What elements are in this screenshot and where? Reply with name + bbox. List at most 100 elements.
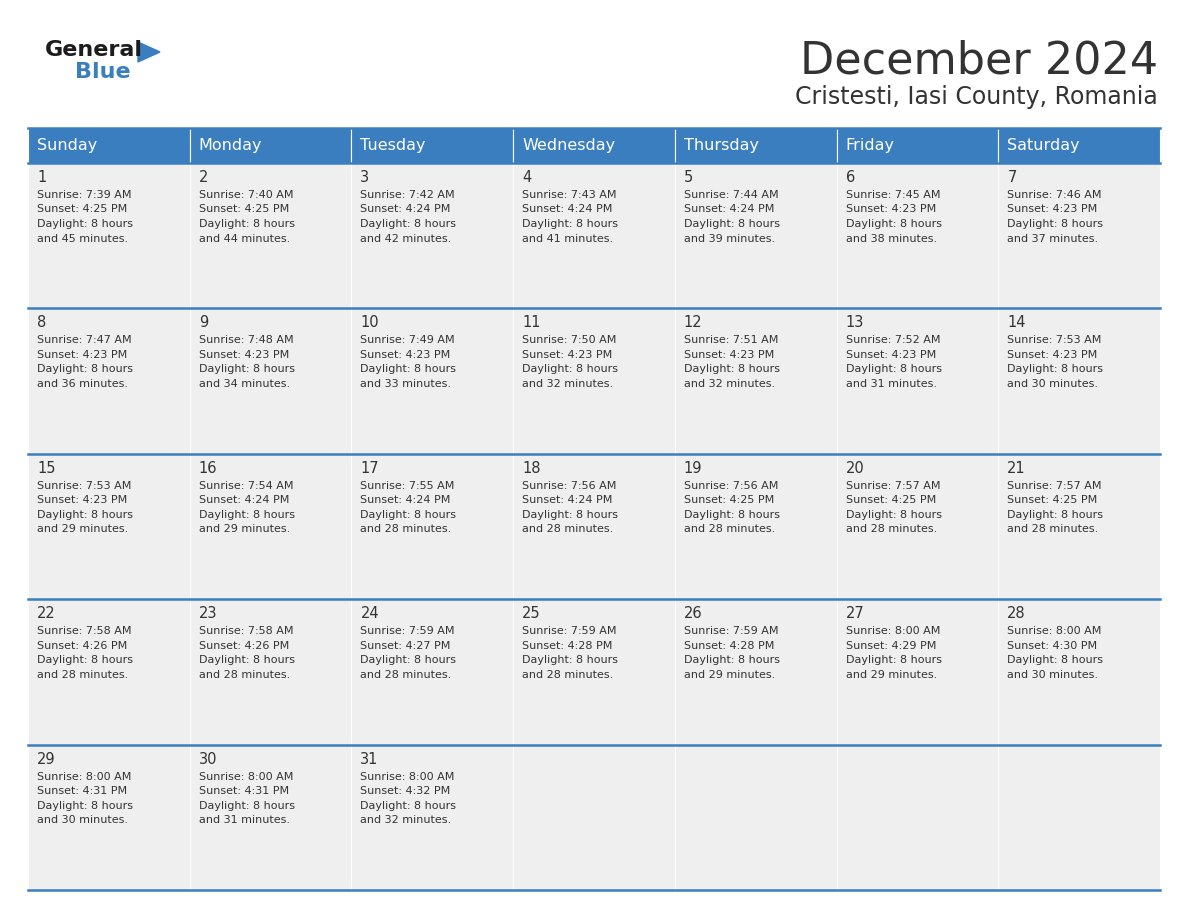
Text: Daylight: 8 hours: Daylight: 8 hours [684,364,779,375]
Text: Sunset: 4:23 PM: Sunset: 4:23 PM [1007,350,1098,360]
Text: Daylight: 8 hours: Daylight: 8 hours [37,219,133,229]
Text: Sunset: 4:32 PM: Sunset: 4:32 PM [360,786,450,796]
Text: Daylight: 8 hours: Daylight: 8 hours [360,364,456,375]
Text: Daylight: 8 hours: Daylight: 8 hours [684,655,779,666]
Text: 23: 23 [198,606,217,621]
Text: and 32 minutes.: and 32 minutes. [523,379,613,389]
Text: and 28 minutes.: and 28 minutes. [360,670,451,679]
Text: Sunset: 4:28 PM: Sunset: 4:28 PM [684,641,775,651]
Text: 2: 2 [198,170,208,185]
Text: Daylight: 8 hours: Daylight: 8 hours [523,655,618,666]
Bar [998,128,1159,163]
Text: Daylight: 8 hours: Daylight: 8 hours [37,509,133,520]
Text: Sunrise: 7:51 AM: Sunrise: 7:51 AM [684,335,778,345]
Text: 9: 9 [198,316,208,330]
Bar [836,744,998,890]
Text: General: General [45,40,143,60]
Bar [29,128,190,163]
Bar [29,599,190,744]
Polygon shape [138,42,160,62]
Text: Daylight: 8 hours: Daylight: 8 hours [684,219,779,229]
Text: Sunrise: 7:39 AM: Sunrise: 7:39 AM [37,190,132,200]
Text: Sunset: 4:25 PM: Sunset: 4:25 PM [846,496,936,505]
Bar [513,453,675,599]
Text: and 44 minutes.: and 44 minutes. [198,233,290,243]
Text: and 28 minutes.: and 28 minutes. [846,524,937,534]
Text: Sunset: 4:23 PM: Sunset: 4:23 PM [846,205,936,215]
Text: Sunrise: 8:00 AM: Sunrise: 8:00 AM [1007,626,1101,636]
Bar [29,744,190,890]
Text: Daylight: 8 hours: Daylight: 8 hours [523,364,618,375]
Text: Sunset: 4:26 PM: Sunset: 4:26 PM [37,641,127,651]
Text: 11: 11 [523,316,541,330]
Text: Sunrise: 7:49 AM: Sunrise: 7:49 AM [360,335,455,345]
Text: Sunrise: 8:00 AM: Sunrise: 8:00 AM [846,626,940,636]
Text: Sunrise: 7:40 AM: Sunrise: 7:40 AM [198,190,293,200]
Bar [352,599,513,744]
Text: 3: 3 [360,170,369,185]
Text: and 38 minutes.: and 38 minutes. [846,233,936,243]
Text: Sunrise: 7:57 AM: Sunrise: 7:57 AM [1007,481,1101,491]
Bar [998,453,1159,599]
Bar [675,308,836,453]
Text: 30: 30 [198,752,217,767]
Bar [352,163,513,308]
Text: and 45 minutes.: and 45 minutes. [37,233,128,243]
Text: 17: 17 [360,461,379,476]
Text: Sunrise: 7:44 AM: Sunrise: 7:44 AM [684,190,778,200]
Bar [352,453,513,599]
Text: and 32 minutes.: and 32 minutes. [360,815,451,825]
Text: 13: 13 [846,316,864,330]
Text: Daylight: 8 hours: Daylight: 8 hours [198,509,295,520]
Text: and 37 minutes.: and 37 minutes. [1007,233,1099,243]
Text: Thursday: Thursday [684,138,759,153]
Text: and 28 minutes.: and 28 minutes. [1007,524,1099,534]
Text: Sunset: 4:31 PM: Sunset: 4:31 PM [37,786,127,796]
Bar [190,308,352,453]
Text: and 28 minutes.: and 28 minutes. [684,524,775,534]
Bar [190,163,352,308]
Text: Sunset: 4:23 PM: Sunset: 4:23 PM [360,350,450,360]
Text: Sunset: 4:24 PM: Sunset: 4:24 PM [684,205,775,215]
Text: Sunset: 4:23 PM: Sunset: 4:23 PM [684,350,775,360]
Text: Wednesday: Wednesday [523,138,615,153]
Bar [998,163,1159,308]
Text: Sunset: 4:24 PM: Sunset: 4:24 PM [360,205,450,215]
Bar [352,308,513,453]
Text: Sunrise: 7:54 AM: Sunrise: 7:54 AM [198,481,293,491]
Text: Sunset: 4:23 PM: Sunset: 4:23 PM [198,350,289,360]
Text: 8: 8 [37,316,46,330]
Text: 7: 7 [1007,170,1017,185]
Bar [29,453,190,599]
Bar [352,744,513,890]
Text: Daylight: 8 hours: Daylight: 8 hours [846,219,942,229]
Text: December 2024: December 2024 [800,40,1158,83]
Text: and 28 minutes.: and 28 minutes. [37,670,128,679]
Text: Saturday: Saturday [1007,138,1080,153]
Bar [29,308,190,453]
Text: 12: 12 [684,316,702,330]
Text: Sunrise: 7:58 AM: Sunrise: 7:58 AM [37,626,132,636]
Text: Sunset: 4:25 PM: Sunset: 4:25 PM [684,496,775,505]
Text: 1: 1 [37,170,46,185]
Text: and 29 minutes.: and 29 minutes. [684,670,775,679]
Bar [836,308,998,453]
Bar [836,599,998,744]
Text: 5: 5 [684,170,693,185]
Text: and 29 minutes.: and 29 minutes. [37,524,128,534]
Text: Daylight: 8 hours: Daylight: 8 hours [360,509,456,520]
Text: 15: 15 [37,461,56,476]
Bar [998,599,1159,744]
Bar [29,163,190,308]
Text: Sunrise: 7:47 AM: Sunrise: 7:47 AM [37,335,132,345]
Text: and 41 minutes.: and 41 minutes. [523,233,613,243]
Bar [836,128,998,163]
Text: Sunrise: 7:56 AM: Sunrise: 7:56 AM [684,481,778,491]
Bar [190,128,352,163]
Text: Daylight: 8 hours: Daylight: 8 hours [684,509,779,520]
Text: 21: 21 [1007,461,1026,476]
Text: Daylight: 8 hours: Daylight: 8 hours [198,219,295,229]
Text: Sunrise: 7:59 AM: Sunrise: 7:59 AM [523,626,617,636]
Text: and 29 minutes.: and 29 minutes. [198,524,290,534]
Text: 20: 20 [846,461,865,476]
